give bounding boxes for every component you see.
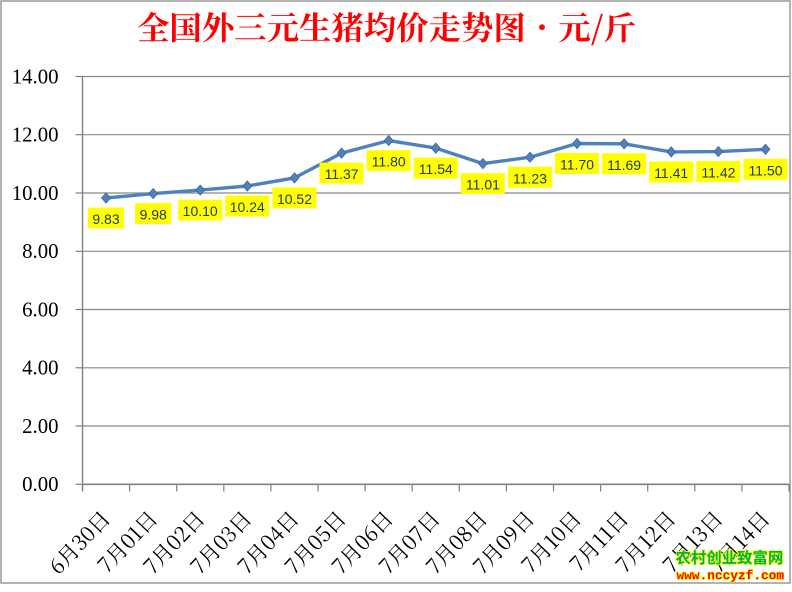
svg-text:12.00: 12.00 [12,124,59,147]
svg-text:11.37: 11.37 [325,166,359,182]
svg-text:9.98: 9.98 [140,207,167,223]
svg-text:14.00: 14.00 [12,65,59,88]
svg-text:11.50: 11.50 [749,162,783,178]
svg-text:9.83: 9.83 [92,211,119,227]
svg-text:10.24: 10.24 [230,199,265,215]
svg-text:2.00: 2.00 [22,415,58,438]
svg-text:11.54: 11.54 [419,161,453,177]
svg-text:0.00: 0.00 [22,473,58,496]
svg-text:11.80: 11.80 [372,154,406,170]
svg-text:11.01: 11.01 [466,177,500,193]
svg-text:10.00: 10.00 [12,182,59,205]
svg-text:11.42: 11.42 [701,165,735,181]
svg-text:6.00: 6.00 [22,298,58,321]
svg-text:4.00: 4.00 [22,357,58,380]
svg-text:10.52: 10.52 [277,191,312,207]
svg-text:11.69: 11.69 [607,157,641,173]
svg-text:11.70: 11.70 [560,157,594,173]
svg-text:11.41: 11.41 [654,165,688,181]
svg-text:10.10: 10.10 [183,203,218,219]
svg-text:8.00: 8.00 [22,240,58,263]
svg-text:11.23: 11.23 [513,170,547,186]
